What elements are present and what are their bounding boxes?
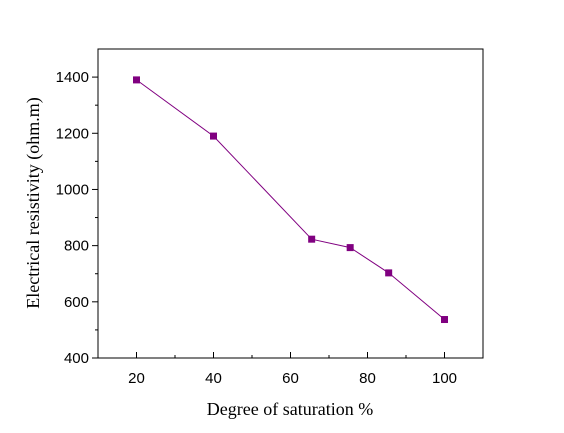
series-line: [136, 79, 445, 320]
data-point-marker: [308, 235, 316, 243]
x-axis-ticks: 20 40 60 80 100: [128, 352, 457, 387]
y-tick-label: 1400: [56, 69, 89, 86]
x-axis-title: Degree of saturation %: [207, 399, 373, 419]
data-point-marker: [441, 316, 448, 324]
y-tick-label: 1200: [56, 125, 89, 142]
y-tick-label: 1000: [56, 181, 89, 198]
x-tick-label: 60: [282, 370, 299, 387]
y-axis-title: Electrical resistivity (ohm.m): [23, 97, 44, 308]
x-tick-label: 80: [359, 370, 376, 387]
series-line-group: [136, 79, 445, 320]
data-point-marker: [210, 132, 217, 140]
data-point-marker: [133, 76, 140, 84]
y-tick-label: 800: [64, 238, 89, 255]
data-point-marker: [346, 244, 354, 252]
x-tick-label: 20: [128, 370, 145, 387]
plot-frame: [97, 48, 484, 359]
y-axis-ticks: 400 600 800 1000 1200 1400: [56, 69, 98, 367]
x-tick-label: 40: [205, 370, 222, 387]
x-tick-label: 100: [432, 370, 457, 387]
series-markers-group: [133, 76, 448, 324]
data-point-marker: [385, 269, 393, 277]
y-tick-label: 600: [64, 294, 89, 311]
y-tick-label: 400: [64, 350, 89, 367]
